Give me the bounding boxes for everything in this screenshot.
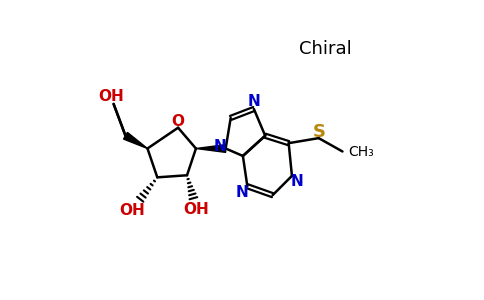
Text: N: N [236,185,248,200]
Text: OH: OH [119,202,145,217]
Text: CH₃: CH₃ [348,145,374,159]
Text: N: N [214,139,227,154]
Text: N: N [291,174,303,189]
Text: OH: OH [183,202,209,217]
Text: OH: OH [98,89,124,104]
Polygon shape [196,145,226,152]
Text: N: N [248,94,261,110]
Text: S: S [313,123,326,141]
Polygon shape [123,132,148,148]
Text: Chiral: Chiral [299,40,351,58]
Text: O: O [172,114,184,129]
